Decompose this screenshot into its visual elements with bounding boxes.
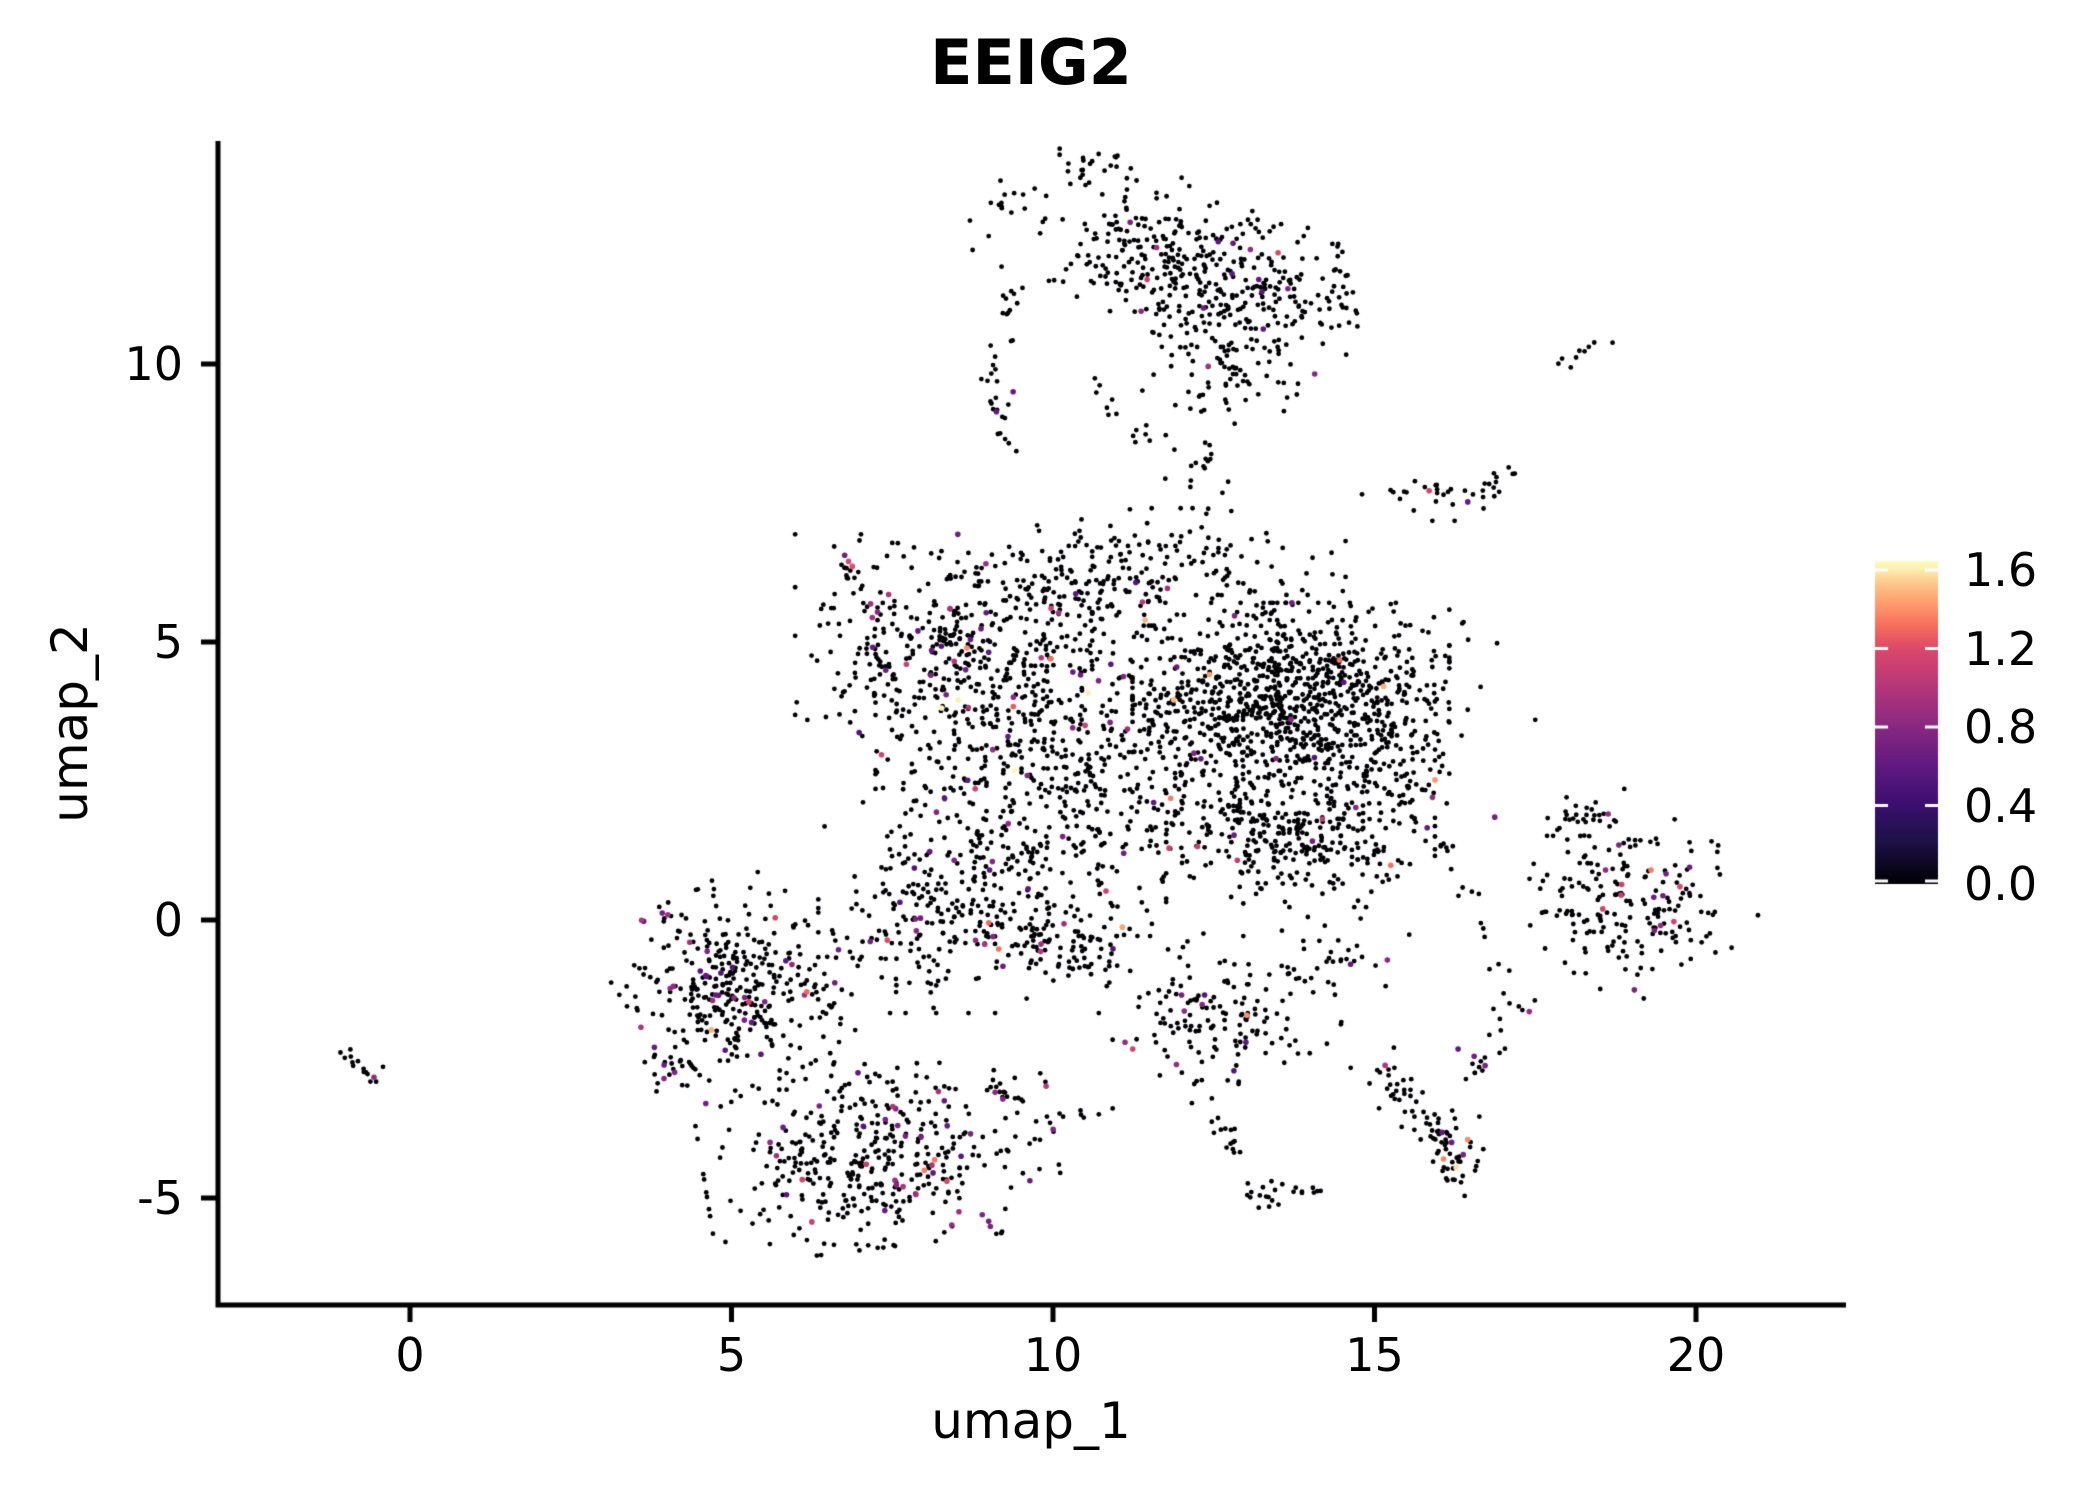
colorbar-tick-label: 0.0 — [1964, 857, 2038, 911]
colorbar-tick-label: 0.4 — [1964, 778, 2038, 833]
x-tick-label: 10 — [1023, 1328, 1083, 1382]
x-axis-label: umap_1 — [931, 1392, 1131, 1450]
x-tick-label: 5 — [716, 1328, 747, 1382]
y-axis-label: umap_2 — [41, 623, 99, 823]
colorbar-tick-label: 0.8 — [1964, 700, 2038, 754]
x-tick-label: 20 — [1666, 1328, 1726, 1382]
y-tick-label: -5 — [137, 1171, 183, 1225]
plot-title: EEIG2 — [930, 26, 1132, 99]
y-tick-label: 0 — [153, 893, 183, 947]
colorbar-tick-label: 1.6 — [1964, 543, 2038, 597]
y-tick-label: 10 — [124, 337, 183, 391]
colorbar-tick-label: 1.2 — [1964, 621, 2038, 676]
y-tick-label: 5 — [153, 615, 183, 669]
x-tick-label: 0 — [395, 1328, 425, 1382]
x-tick-label: 15 — [1345, 1328, 1404, 1382]
